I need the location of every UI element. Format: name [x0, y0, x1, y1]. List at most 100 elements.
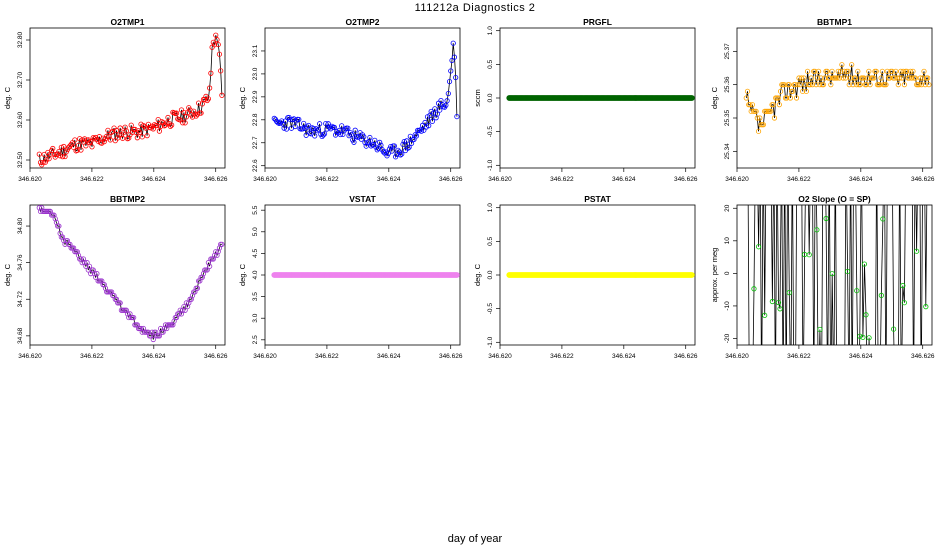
data-point	[346, 133, 352, 139]
data-point	[51, 151, 57, 157]
data-point	[842, 75, 849, 81]
data-point	[214, 37, 220, 43]
data-point	[205, 96, 212, 102]
data-point	[822, 75, 828, 81]
data-point	[180, 120, 186, 126]
data-point	[429, 118, 435, 124]
data-point	[411, 136, 417, 143]
x-tick-label: 346.626	[439, 353, 463, 360]
data-point	[453, 74, 459, 81]
series-line	[747, 205, 928, 345]
data-point	[770, 102, 776, 108]
data-point	[863, 82, 869, 88]
data-point	[454, 272, 460, 278]
data-point	[148, 125, 154, 131]
data-point	[853, 82, 860, 88]
x-axis-caption: day of year	[447, 533, 503, 545]
data-point	[857, 82, 863, 88]
data-point	[59, 154, 66, 160]
x-tick-label: 346.620	[253, 176, 277, 183]
data-point	[861, 75, 867, 81]
data-point	[776, 102, 782, 108]
y-tick-label: 10	[724, 237, 731, 245]
data-point	[165, 114, 171, 121]
data-point	[838, 68, 844, 74]
y-axis-label: deg. C	[710, 86, 719, 109]
x-tick-label: 346.626	[439, 176, 463, 183]
data-point	[755, 128, 762, 134]
data-point	[108, 129, 115, 135]
data-point	[923, 304, 929, 310]
data-point	[215, 41, 221, 48]
data-point	[841, 68, 847, 74]
data-point	[40, 159, 46, 166]
data-point	[279, 118, 285, 124]
panel-o2tmp2: O2TMP2 deg. C 346.620 346.622 346.624 346.626…	[238, 17, 463, 183]
data-point	[107, 137, 113, 143]
data-point	[894, 75, 900, 81]
data-point	[828, 82, 834, 88]
y-tick-label: 0.5	[487, 236, 494, 245]
data-point	[364, 140, 371, 146]
data-point	[211, 42, 218, 48]
data-point	[104, 133, 110, 139]
x-tick-label: 346.624	[612, 353, 636, 360]
data-point	[72, 137, 78, 143]
data-point	[283, 126, 290, 132]
data-point	[866, 68, 872, 74]
data-point	[408, 140, 415, 146]
data-point	[797, 82, 803, 88]
data-point	[115, 135, 121, 141]
data-point	[926, 82, 932, 88]
y-tick-label: -0.5	[487, 126, 494, 138]
data-point	[844, 268, 851, 275]
data-point	[426, 122, 432, 129]
data-point	[865, 75, 871, 81]
plot-frame	[264, 27, 461, 169]
data-point	[866, 335, 872, 341]
y-tick-label: 0.0	[487, 93, 494, 102]
panel-title: BBTMP2	[110, 194, 145, 204]
data-point	[809, 82, 816, 88]
data-point	[879, 68, 885, 74]
data-point	[823, 215, 829, 222]
data-point	[781, 82, 787, 88]
y-tick-label: 22.7	[252, 136, 259, 149]
data-point	[400, 141, 406, 147]
data-point	[299, 126, 306, 132]
data-point	[139, 134, 145, 140]
data-point	[405, 145, 411, 151]
data-point	[804, 68, 811, 74]
x-tick-label: 346.626	[911, 353, 935, 360]
y-tick-label: 1.0	[487, 203, 494, 212]
data-point	[292, 123, 298, 130]
data-point	[749, 102, 756, 108]
data-point	[94, 271, 100, 277]
x-tick-label: 346.622	[787, 176, 811, 183]
data-point	[835, 68, 841, 74]
data-point	[906, 75, 912, 81]
data-point	[395, 147, 401, 153]
y-axis-label: deg. C	[238, 86, 247, 109]
data-point	[916, 82, 922, 88]
data-point	[863, 312, 869, 318]
data-point	[907, 68, 914, 74]
data-point	[339, 123, 345, 129]
data-point	[807, 82, 813, 88]
data-point	[207, 263, 213, 269]
data-point	[331, 124, 337, 130]
panel-bbtmp2: BBTMP2 deg. C 346.620 346.622 346.624 346.626…	[3, 194, 228, 360]
data-point	[71, 144, 77, 150]
y-tick-label: 34.72	[17, 291, 24, 308]
data-point	[326, 124, 333, 130]
data-point	[747, 102, 753, 108]
y-tick-label: -10	[724, 301, 731, 311]
y-tick-label: 3.5	[252, 292, 259, 301]
data-point	[755, 244, 762, 250]
data-point	[320, 132, 326, 138]
data-point	[917, 75, 923, 81]
y-tick-label: 23.0	[252, 67, 259, 80]
data-point	[62, 153, 68, 160]
panel-pstat: PSTAT deg. C 346.620 346.622 346.624 346.626 -…	[473, 194, 698, 360]
data-point	[323, 120, 329, 127]
